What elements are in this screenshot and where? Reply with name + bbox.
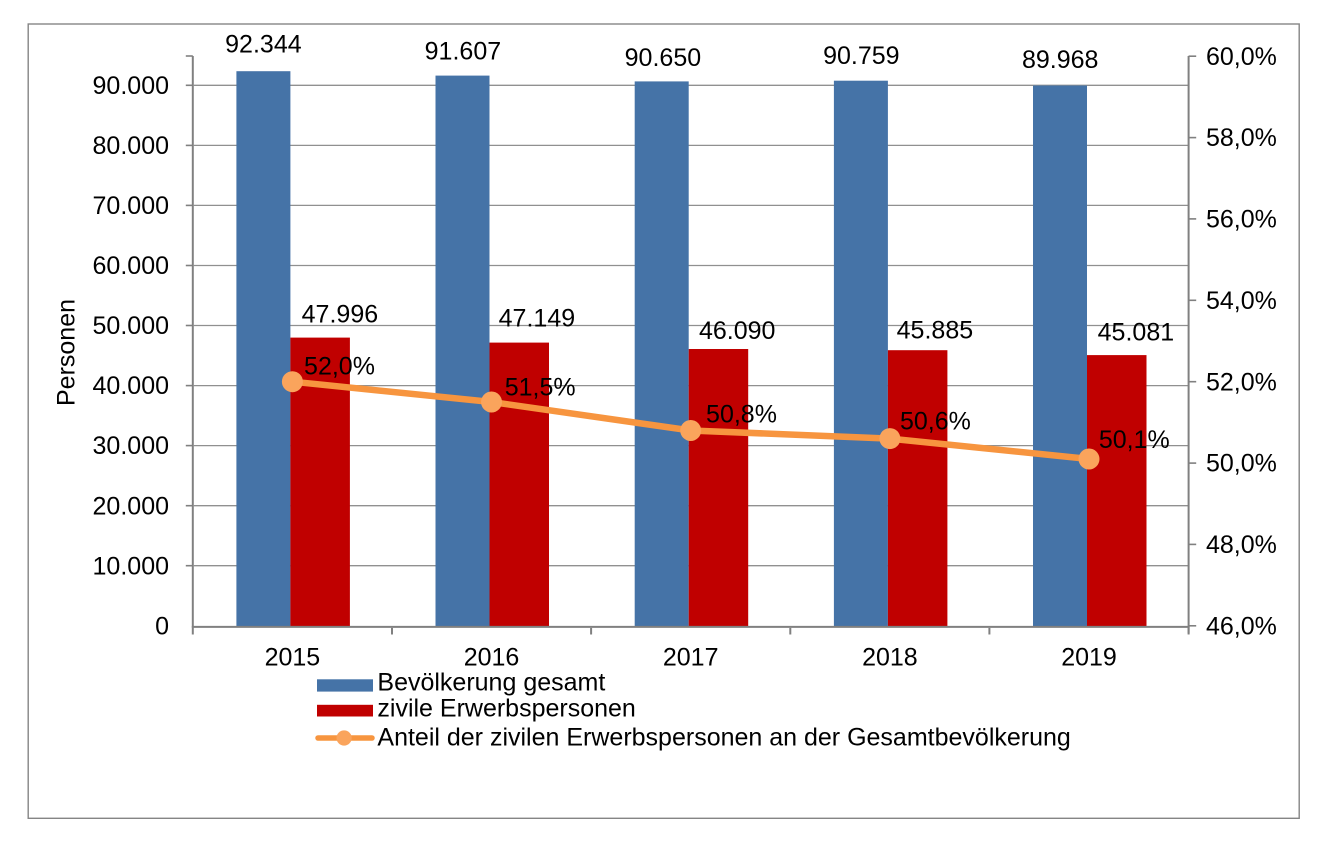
svg-text:50,0%: 50,0% — [1206, 450, 1277, 478]
svg-text:89.968: 89.968 — [1022, 46, 1098, 74]
svg-text:50,6%: 50,6% — [900, 407, 971, 435]
svg-text:80.000: 80.000 — [93, 132, 169, 160]
svg-text:45.885: 45.885 — [897, 316, 973, 344]
svg-text:51,5%: 51,5% — [505, 373, 576, 401]
svg-text:90.759: 90.759 — [823, 42, 899, 70]
svg-text:2018: 2018 — [862, 643, 918, 671]
svg-text:40.000: 40.000 — [93, 372, 169, 400]
svg-text:20.000: 20.000 — [93, 492, 169, 520]
svg-text:52,0%: 52,0% — [1206, 368, 1277, 396]
svg-text:58,0%: 58,0% — [1206, 124, 1277, 152]
svg-text:2015: 2015 — [265, 643, 321, 671]
svg-text:46,0%: 46,0% — [1206, 612, 1277, 640]
svg-text:47.996: 47.996 — [302, 301, 378, 329]
svg-text:56,0%: 56,0% — [1206, 206, 1277, 234]
svg-text:Bevölkerung gesamt: Bevölkerung gesamt — [377, 668, 605, 696]
svg-text:Anteil der zivilen Erwerbspers: Anteil der zivilen Erwerbspersonen an de… — [377, 723, 1070, 751]
svg-text:70.000: 70.000 — [93, 192, 169, 220]
svg-text:2019: 2019 — [1061, 643, 1117, 671]
svg-text:0: 0 — [155, 612, 169, 640]
svg-text:48,0%: 48,0% — [1206, 531, 1277, 559]
svg-text:30.000: 30.000 — [93, 432, 169, 460]
svg-text:90.000: 90.000 — [93, 72, 169, 100]
svg-text:52,0%: 52,0% — [304, 352, 375, 380]
svg-text:60,0%: 60,0% — [1206, 43, 1277, 71]
svg-text:50,8%: 50,8% — [706, 400, 777, 428]
svg-text:47.149: 47.149 — [499, 305, 575, 333]
svg-text:45.081: 45.081 — [1098, 318, 1174, 346]
svg-text:90.650: 90.650 — [625, 44, 701, 72]
svg-text:46.090: 46.090 — [699, 317, 775, 345]
svg-text:2016: 2016 — [464, 643, 520, 671]
svg-text:2017: 2017 — [663, 643, 719, 671]
svg-text:10.000: 10.000 — [93, 552, 169, 580]
svg-text:91.607: 91.607 — [425, 37, 501, 65]
svg-text:zivile Erwerbspersonen: zivile Erwerbspersonen — [377, 695, 635, 723]
svg-text:60.000: 60.000 — [93, 252, 169, 280]
svg-text:50.000: 50.000 — [93, 312, 169, 340]
svg-text:54,0%: 54,0% — [1206, 287, 1277, 315]
svg-text:92.344: 92.344 — [225, 31, 302, 59]
svg-text:50,1%: 50,1% — [1099, 426, 1170, 454]
svg-text:Personen: Personen — [53, 299, 81, 406]
